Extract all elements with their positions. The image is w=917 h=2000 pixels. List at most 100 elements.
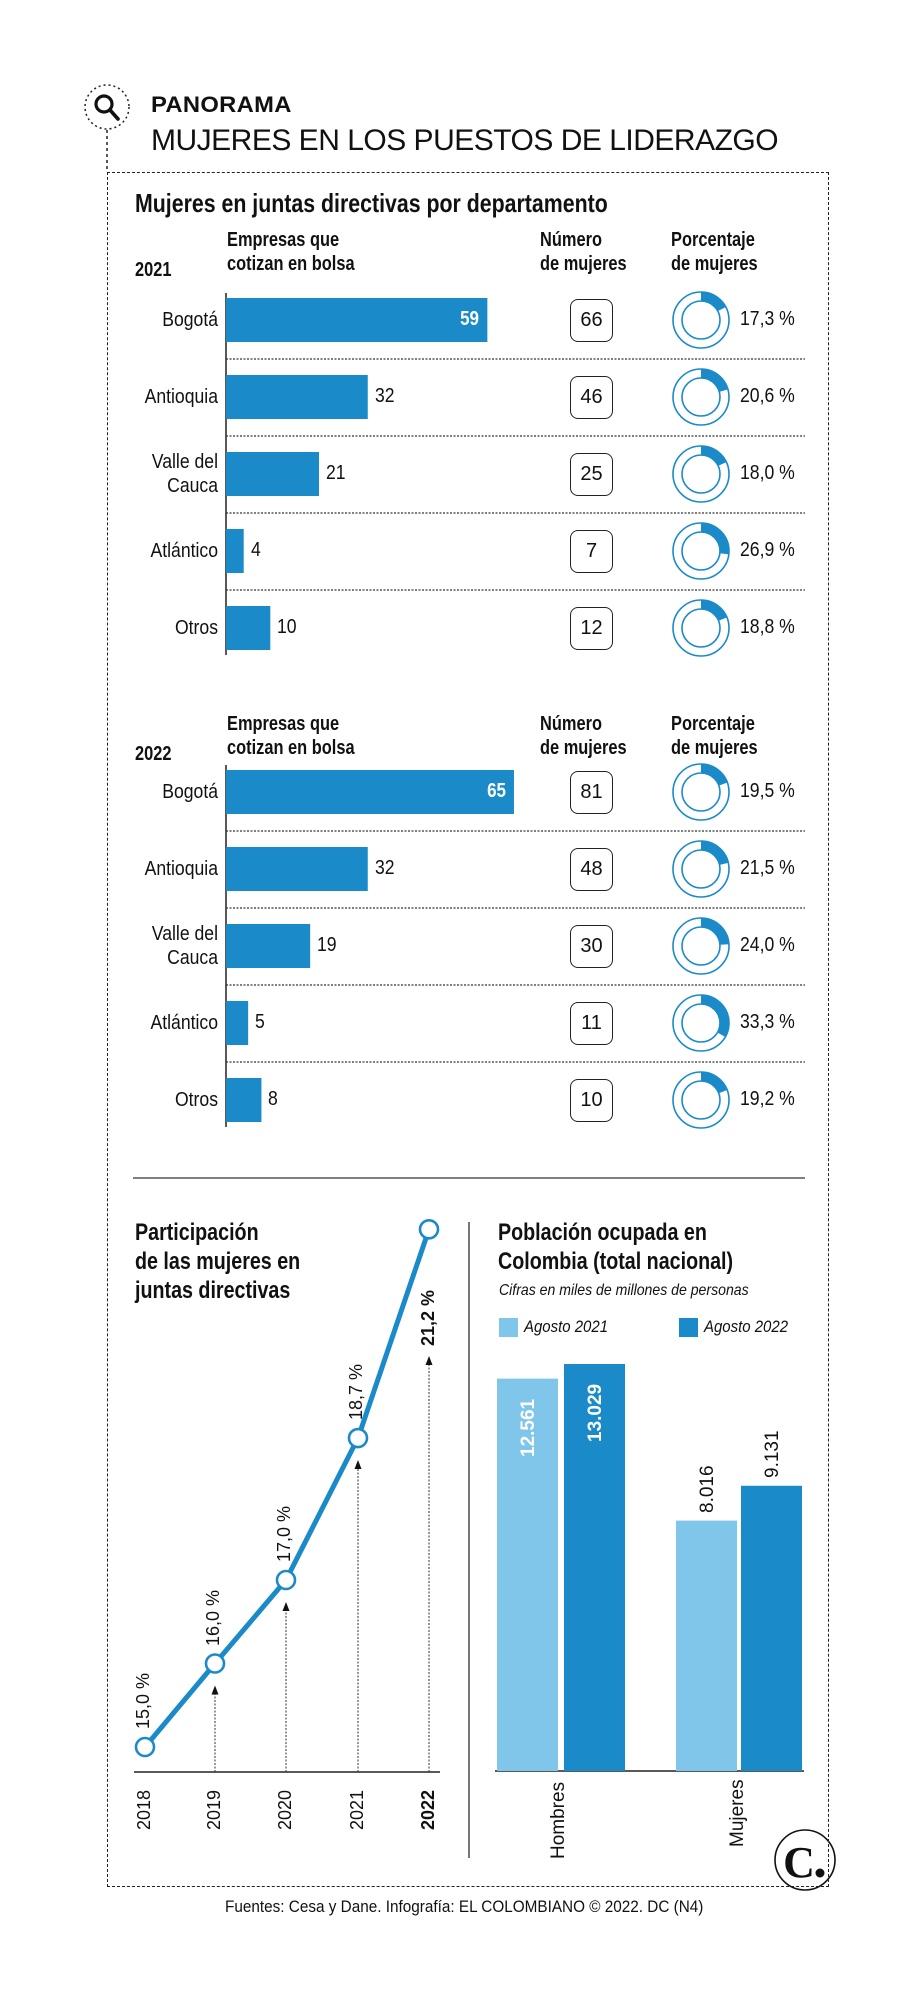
arrow-head-icon (282, 1602, 290, 1611)
population-bar (564, 1364, 625, 1771)
column-header-line: Número (540, 713, 602, 735)
women-count-box: 25 (570, 453, 613, 496)
women-count-box: 10 (570, 1079, 613, 1122)
donut-fill-arc (700, 764, 728, 786)
company-count-label: 5 (255, 1011, 265, 1033)
search-icon (94, 94, 114, 114)
company-count-label: 19 (317, 934, 337, 956)
percentage-label: 20,6 % (740, 385, 795, 407)
point-value-label: 18,7 % (346, 1364, 366, 1421)
arrow-head-icon (354, 1460, 362, 1470)
company-count-label: 32 (374, 385, 395, 407)
legend-label-agosto-2022: Agosto 2022 (704, 1317, 789, 1336)
department-label: Atlántico (112, 539, 218, 563)
logo-icon: C (783, 1838, 815, 1887)
point-value-label: 17,0 % (274, 1505, 294, 1562)
women-count-box: 7 (570, 530, 613, 573)
column-header-line: de mujeres (540, 253, 627, 275)
department-label-line: Atlántico (150, 1012, 218, 1034)
donut-fill-arc (700, 369, 728, 393)
line-point (134, 1736, 156, 1758)
column-header-porcentaje: Porcentaje de mujeres (671, 712, 758, 760)
women-count-box: 81 (570, 771, 613, 814)
logo-dot (815, 1868, 825, 1878)
company-bar (226, 529, 244, 573)
department-label: Atlántico (112, 1011, 218, 1035)
department-label-line: Cauca (167, 475, 218, 497)
percentage-label: 21,5 % (740, 857, 795, 879)
point-value-label: 15,0 % (133, 1672, 153, 1729)
department-label-line: Antioquia (144, 858, 218, 880)
category-label: Hombres (548, 1781, 569, 1859)
bar-value-label: 8.016 (696, 1465, 718, 1513)
donut-fill-arc (700, 446, 727, 467)
legend-swatch-agosto-2022 (679, 1318, 698, 1337)
company-bar (226, 1001, 249, 1045)
year-label: 2021 (135, 259, 172, 281)
bar-value-label: 9.131 (761, 1430, 783, 1478)
column-header-line: de mujeres (671, 253, 758, 275)
company-bar (226, 452, 320, 496)
company-count-label: 21 (326, 462, 346, 484)
donut-fill-arc (700, 292, 726, 312)
line-point (418, 1219, 440, 1240)
arrow-head-icon (211, 1685, 219, 1695)
percentage-label: 33,3 % (740, 1011, 795, 1033)
department-label: Bogotá (112, 780, 218, 804)
bar-chart-subtitle: Cifras en miles de millones de personas (499, 1282, 749, 1299)
company-bar (226, 1078, 262, 1122)
percentage-label: 19,2 % (740, 1088, 795, 1110)
department-label: Valle del Cauca (112, 922, 218, 970)
donut-fill-arc (700, 600, 727, 622)
department-label: Antioquia (112, 857, 218, 881)
category-label: Mujeres (727, 1779, 748, 1847)
line-point (347, 1427, 369, 1449)
legend-label-agosto-2021: Agosto 2021 (524, 1317, 609, 1336)
company-count-label: 4 (250, 539, 261, 561)
column-header-numero: Número de mujeres (540, 712, 627, 760)
column-header-line: Empresas que (227, 713, 340, 735)
department-label: Bogotá (112, 308, 218, 332)
department-label: Otros (112, 1088, 218, 1112)
donut-fill-arc (700, 841, 729, 866)
bar-value-label: 12.561 (517, 1398, 539, 1457)
women-count-box: 30 (570, 925, 613, 968)
department-label-line: Antioquia (144, 386, 218, 408)
department-label: Valle del Cauca (112, 450, 218, 498)
population-bar (676, 1520, 737, 1771)
department-label-line: Otros (174, 617, 218, 639)
x-tick-label: 2018 (134, 1789, 154, 1830)
women-count-box: 48 (570, 848, 613, 891)
arrow-head-icon (425, 1356, 433, 1365)
line-title-line-1: Participación (135, 1219, 259, 1246)
percentage-label: 19,5 % (740, 780, 795, 802)
point-value-label: 16,0 % (203, 1589, 223, 1646)
percentage-label: 26,9 % (740, 539, 795, 561)
percentage-label: 18,0 % (740, 462, 795, 484)
company-count-label: 10 (277, 616, 297, 638)
column-header-line: Porcentaje (671, 229, 755, 251)
content-frame (107, 172, 829, 1887)
women-count-box: 12 (570, 607, 613, 650)
percentage-label: 24,0 % (740, 934, 795, 956)
company-bar (226, 847, 368, 891)
department-label-line: Bogotá (162, 781, 218, 803)
year-label: 2022 (135, 743, 172, 765)
department-label: Antioquia (112, 385, 218, 409)
company-bar (226, 375, 368, 419)
kicker: PANORAMA (151, 92, 292, 117)
x-tick-label: 2021 (347, 1789, 367, 1830)
section-title: Mujeres en juntas directivas por departa… (135, 188, 608, 218)
company-bar (226, 770, 514, 814)
donut-fill-arc (700, 995, 729, 1037)
department-label-line: Valle del (151, 923, 218, 945)
footer-sources: Fuentes: Cesa y Dane. Infografía: EL COL… (225, 1897, 704, 1916)
population-bar (741, 1485, 802, 1771)
column-header-line: cotizan en bolsa (227, 737, 355, 759)
bar-title-line-2: Colombia (total nacional) (498, 1248, 734, 1275)
line-point (204, 1653, 226, 1674)
line-title-line-3: juntas directivas (135, 1277, 291, 1304)
bar-chart-title: Población ocupada en Colombia (total nac… (498, 1218, 733, 1276)
legend-swatch-agosto-2021 (499, 1318, 518, 1337)
